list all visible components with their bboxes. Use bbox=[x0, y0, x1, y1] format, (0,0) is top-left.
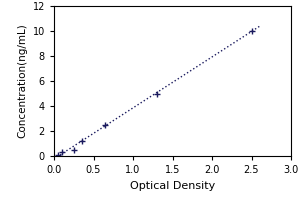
X-axis label: Optical Density: Optical Density bbox=[130, 181, 215, 191]
Y-axis label: Concentration(ng/mL): Concentration(ng/mL) bbox=[17, 24, 27, 138]
